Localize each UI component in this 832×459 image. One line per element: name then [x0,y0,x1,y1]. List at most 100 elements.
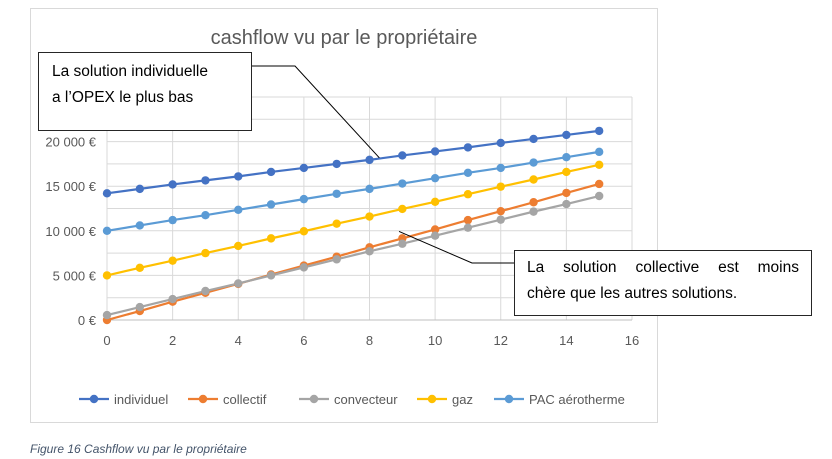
data-point [594,179,604,189]
series-line [106,129,600,195]
data-point [562,199,571,209]
data-point [529,198,538,207]
data-point [168,180,177,189]
y-tick-label: 5 000 € [53,268,97,283]
data-point [463,190,473,199]
legend-label: PAC aérotherme [529,392,625,407]
figure-caption: Figure 16 Cashflow vu par le propriétair… [30,442,247,456]
x-tick-label: 2 [169,333,176,348]
data-point [594,126,604,136]
callout-collective-line2: chère que les autres solutions. [527,285,738,302]
callout-individual: La solution individuelle a l’OPEX le plu… [38,52,252,131]
data-point [562,153,571,162]
data-point [234,241,243,251]
data-point [496,206,505,216]
data-point [299,194,309,204]
data-point [562,188,571,198]
data-point [332,189,341,198]
x-tick-label: 6 [300,333,307,348]
legend-label: convecteur [334,392,398,407]
x-tick-label: 16 [625,333,639,348]
data-point [529,158,538,167]
data-point [529,134,538,144]
callout-individual-line2: a l’OPEX le plus bas [52,89,194,106]
legend-marker [427,394,437,404]
data-point [332,255,341,264]
data-point [201,286,210,296]
data-point [365,212,374,221]
data-point [234,279,243,288]
series-line [106,182,600,322]
legend-label: individuel [114,392,168,407]
data-point [463,143,473,152]
data-point [201,176,210,185]
data-point [463,215,473,225]
data-point [496,182,505,191]
callout-collective: La solution collective est moins chère q… [514,250,812,316]
data-point [398,151,407,160]
data-point [430,147,440,156]
data-point [135,263,145,273]
y-tick-label: 0 € [78,313,97,328]
data-point [562,167,571,177]
data-point [102,310,112,320]
data-point [430,173,440,183]
data-point [496,138,505,148]
data-point [463,168,473,178]
data-point [430,225,440,234]
data-point [266,234,276,243]
data-point [496,163,505,173]
data-point [463,223,473,232]
data-point [234,172,243,181]
legend-marker [504,394,514,404]
data-point [365,247,374,256]
legend-marker [89,394,99,404]
data-point [201,248,210,258]
data-point [430,197,440,207]
data-point [365,184,374,194]
series-line [106,194,600,317]
annotation-leader-individual [252,65,380,159]
data-point [135,221,145,230]
data-point [365,155,374,165]
data-point [562,130,571,140]
x-tick-label: 4 [235,333,242,348]
data-point [266,167,276,177]
data-point [201,210,210,220]
data-point [529,175,538,184]
data-point [168,215,177,225]
data-point [266,271,276,280]
data-point [332,159,341,169]
data-point [332,219,341,228]
series-line [106,163,600,277]
data-point [102,271,112,280]
data-point [168,294,177,304]
legend-marker [198,394,208,404]
data-point [234,205,243,215]
legend-marker [309,394,319,404]
data-point [299,227,309,236]
data-point [135,184,145,194]
data-point [594,147,604,157]
x-tick-label: 0 [103,333,110,348]
data-point [168,256,177,265]
callout-collective-line1: La solution collective est moins [527,259,799,276]
x-tick-label: 8 [366,333,373,348]
data-point [594,191,604,201]
data-point [398,179,407,188]
y-tick-label: 10 000 € [45,224,96,239]
y-tick-label: 20 000 € [45,135,96,150]
chart-title: cashflow vu par le propriétaire [211,27,478,49]
data-point [102,226,112,235]
series-line [106,150,600,232]
x-tick-label: 14 [559,333,573,348]
data-point [529,207,538,216]
annotation-leader-collective [398,231,514,264]
data-point [398,239,407,248]
data-point [266,200,276,209]
y-tick-label: 15 000 € [45,179,96,194]
data-point [398,204,407,214]
data-point [496,215,505,224]
x-tick-label: 12 [494,333,508,348]
data-point [135,302,145,312]
